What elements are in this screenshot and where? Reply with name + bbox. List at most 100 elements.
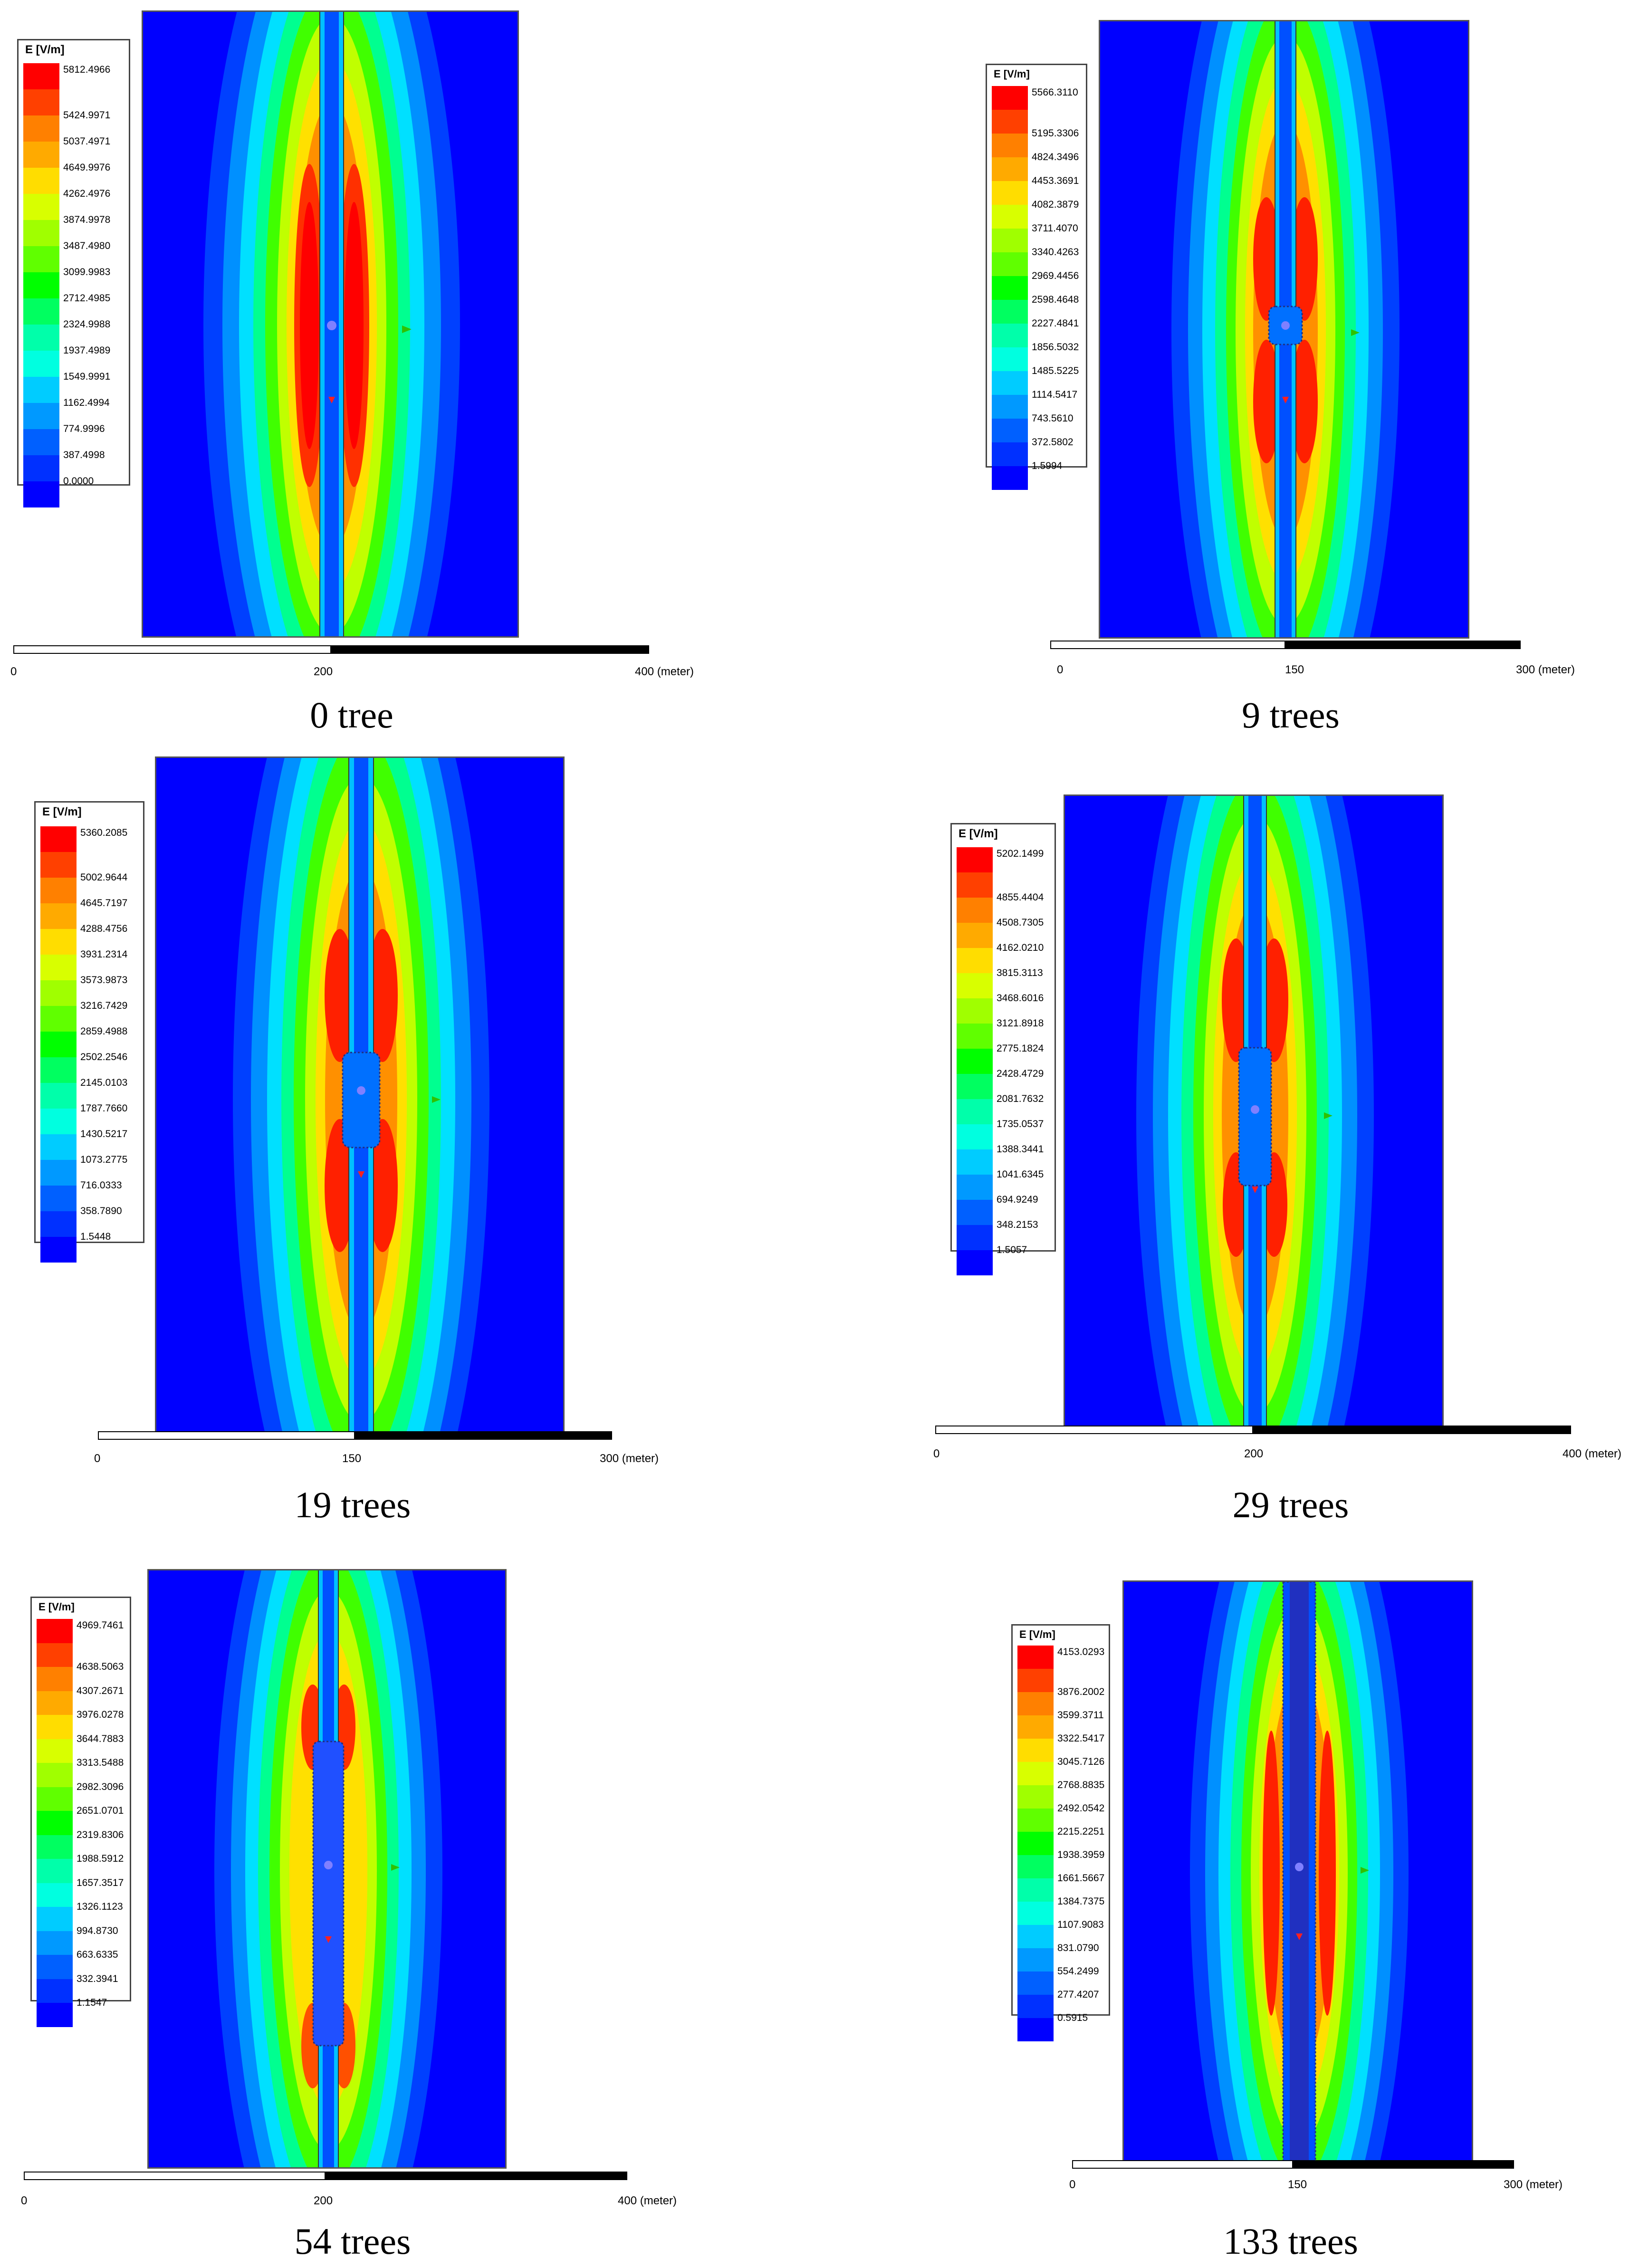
legend-value: 2651.0701	[77, 1805, 124, 1816]
legend-value: 0.0000	[63, 476, 94, 487]
legend-value: 4638.5063	[77, 1661, 124, 1672]
scale-bar	[13, 645, 649, 654]
origin-icon	[1295, 1863, 1304, 1871]
legend-value: 663.6335	[77, 1949, 118, 1960]
legend-value: 3644.7883	[77, 1733, 124, 1744]
origin-icon	[324, 1861, 333, 1869]
legend-value: 5202.1499	[997, 848, 1044, 859]
legend-swatch	[992, 181, 1028, 205]
legend-swatch	[40, 826, 77, 852]
legend-value: 1.5057	[997, 1244, 1027, 1255]
legend-value: 3216.7429	[80, 1000, 128, 1011]
legend-swatch	[37, 1667, 73, 1691]
legend-swatch	[992, 419, 1028, 442]
legend-value: 4082.3879	[1032, 199, 1079, 210]
legend-swatch	[37, 1907, 73, 1931]
legend-value: 3468.6016	[997, 993, 1044, 1004]
legend-swatch	[1017, 1948, 1054, 1971]
field-contour-map	[143, 12, 518, 636]
field-plot	[1064, 794, 1444, 1433]
legend-value: 2428.4729	[997, 1068, 1044, 1079]
legend-value: 5566.3110	[1032, 87, 1078, 98]
color-legend: E [V/m] 4969.7461 4638.5063 4307.2671 3976.…	[30, 1597, 131, 2027]
legend-swatch	[957, 1250, 993, 1275]
legend-value: 3313.5488	[77, 1757, 124, 1768]
legend-value: 2982.3096	[77, 1781, 124, 1792]
legend-value: 1073.2775	[80, 1154, 128, 1165]
legend-swatch	[1017, 1692, 1054, 1715]
legend-value: 3045.7126	[1057, 1756, 1105, 1767]
legend-swatch	[40, 903, 77, 929]
legend-swatch	[957, 847, 993, 872]
legend-swatch	[40, 1211, 77, 1237]
scale-tick-mid: 150	[1288, 2178, 1307, 2191]
legend-value: 0.5915	[1057, 2012, 1088, 2023]
legend-value: 4508.7305	[997, 917, 1044, 928]
panel-caption: 133 trees	[1223, 2220, 1358, 2262]
scale-tick-mid: 200	[314, 2194, 333, 2207]
legend-value: 3599.3711	[1057, 1710, 1104, 1721]
green-arrow-icon	[1324, 1112, 1333, 1119]
legend-value: 743.5610	[1032, 413, 1074, 424]
legend-value: 5360.2085	[80, 827, 128, 838]
legend-swatch	[992, 252, 1028, 276]
scale-bar	[98, 1431, 612, 1440]
legend-swatch	[37, 1691, 73, 1715]
legend-swatch	[957, 998, 993, 1024]
scale-bar	[1072, 2160, 1514, 2169]
legend-value: 3815.3113	[997, 967, 1043, 978]
legend-swatch	[40, 1109, 77, 1134]
origin-icon	[1281, 321, 1290, 330]
legend-value: 1.5994	[1032, 460, 1063, 471]
legend-value: 831.0790	[1057, 1943, 1099, 1953]
legend-value: 3487.4980	[63, 240, 111, 251]
legend-swatch	[1017, 1878, 1054, 1902]
scale-tick-end: 300 (meter)	[1504, 2178, 1563, 2191]
legend-value: 2492.0542	[1057, 1803, 1105, 1814]
green-arrow-icon	[402, 325, 412, 333]
legend-value: 4307.2671	[77, 1685, 124, 1696]
origin-icon	[357, 1086, 365, 1095]
legend-value: 1856.5032	[1032, 342, 1079, 353]
legend-swatch	[40, 852, 77, 878]
field-contour-map	[149, 1570, 505, 2167]
legend-swatch	[37, 1787, 73, 1811]
legend-value: 1114.5417	[1032, 389, 1078, 400]
legend-swatch	[992, 229, 1028, 252]
field-plot	[147, 1569, 507, 2169]
legend-swatch	[23, 142, 59, 168]
legend-value: 2859.4988	[80, 1026, 128, 1037]
legend-value: 2768.8835	[1057, 1780, 1105, 1790]
legend-swatch	[1017, 1762, 1054, 1785]
legend-value: 5037.4971	[63, 136, 111, 147]
green-arrow-icon	[1361, 1867, 1369, 1874]
legend-swatch	[37, 1931, 73, 1955]
legend-swatch	[40, 1186, 77, 1211]
origin-icon	[327, 321, 336, 330]
legend-swatch	[1017, 2018, 1054, 2041]
field-contour-map	[156, 758, 563, 1438]
legend-swatch	[992, 371, 1028, 395]
legend-swatch	[957, 1149, 993, 1175]
legend-value: 1.5448	[80, 1231, 111, 1242]
legend-value: 348.2153	[997, 1219, 1038, 1230]
legend-swatch	[992, 300, 1028, 324]
legend-value: 4855.4404	[997, 892, 1044, 903]
legend-swatch	[40, 929, 77, 955]
legend-value: 3322.5417	[1057, 1733, 1105, 1744]
field-plot	[1099, 20, 1469, 639]
legend-swatch	[957, 1049, 993, 1074]
green-arrow-icon	[432, 1096, 441, 1103]
scale-bar	[935, 1426, 1571, 1434]
legend-swatch	[37, 1715, 73, 1739]
field-plot	[1122, 1580, 1473, 2163]
legend-swatch	[992, 442, 1028, 466]
legend-value: 716.0333	[80, 1180, 122, 1191]
legend-value: 4645.7197	[80, 898, 128, 909]
legend-swatch	[957, 1175, 993, 1200]
color-legend: E [V/m] 5812.4966 5424.9971 5037.4971 4649.…	[17, 39, 130, 507]
legend-swatch	[992, 86, 1028, 110]
legend-swatch	[23, 403, 59, 429]
legend-value: 5002.9644	[80, 872, 128, 883]
legend-value: 1162.4994	[63, 397, 110, 408]
